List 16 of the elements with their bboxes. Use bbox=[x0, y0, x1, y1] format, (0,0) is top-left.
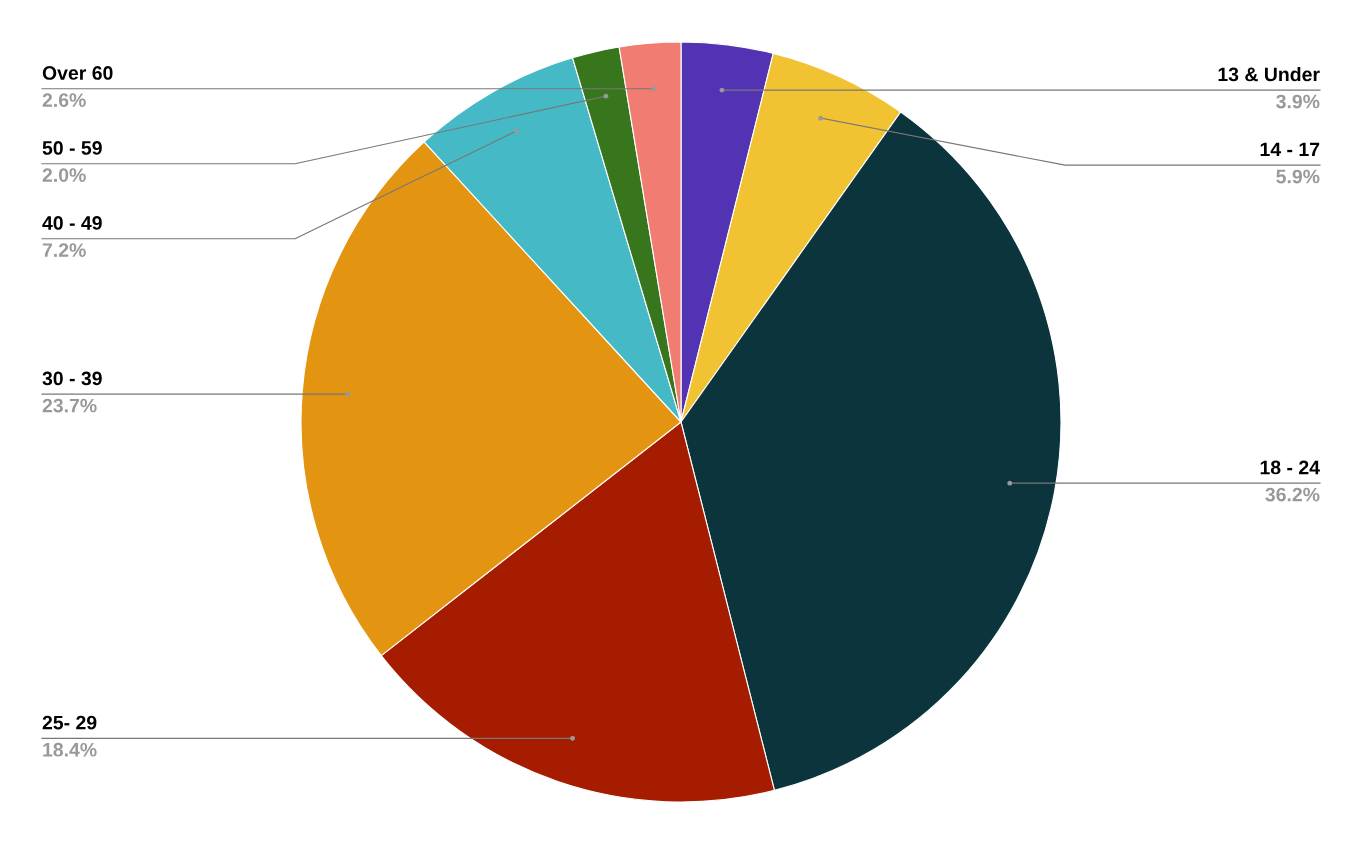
data-label: 2.6% bbox=[42, 93, 86, 107]
data-label: 5.9% bbox=[1276, 169, 1320, 184]
slice-label: 40 - 49 bbox=[42, 216, 102, 230]
data-label: 23.7% bbox=[42, 398, 97, 413]
data-label: 36.2% bbox=[1265, 487, 1320, 502]
slice-label: 13 & Under bbox=[1218, 66, 1320, 82]
slice-label: 50 - 59 bbox=[42, 141, 102, 155]
data-label: 3.9% bbox=[1276, 94, 1320, 109]
slice-label: 18 - 24 bbox=[1260, 460, 1320, 475]
data-label: 18.4% bbox=[43, 742, 97, 757]
slice-label: 30 - 39 bbox=[42, 371, 102, 386]
data-label: 7.2% bbox=[42, 243, 86, 257]
slice-label: 14 - 17 bbox=[1260, 142, 1320, 157]
data-label: 2.0% bbox=[42, 168, 86, 182]
slice-label: 25- 29 bbox=[42, 715, 97, 730]
slice-label: Over 60 bbox=[42, 66, 113, 80]
